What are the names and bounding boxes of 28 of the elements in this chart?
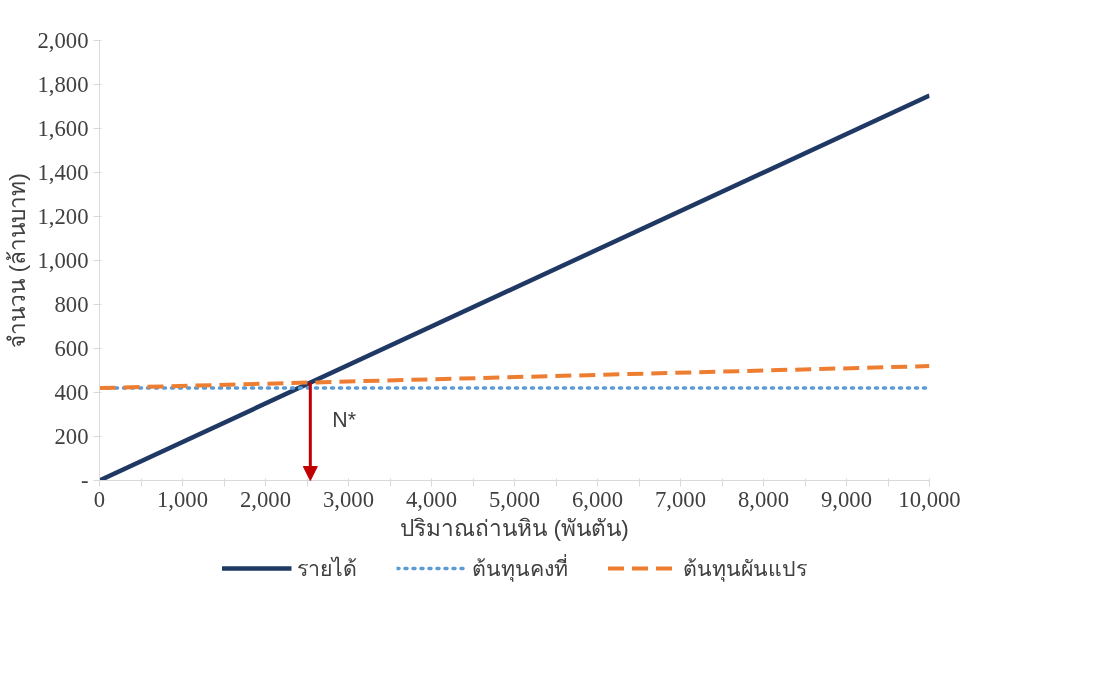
annotation: N* bbox=[332, 407, 357, 432]
y-tick-label: - bbox=[80, 468, 89, 493]
y-tick-label: 1,200 bbox=[37, 204, 89, 229]
x-tick-label: 8,000 bbox=[738, 486, 789, 512]
x-tick-label: 0 bbox=[93, 486, 106, 512]
x-tick-label: 3,000 bbox=[323, 486, 374, 512]
x-tick-label: 9,000 bbox=[821, 486, 872, 512]
x-tick-label: 7,000 bbox=[655, 486, 706, 512]
x-tick-label: 1,000 bbox=[157, 486, 208, 512]
x-tick-label: 5,000 bbox=[489, 486, 540, 512]
y-tick-label: 800 bbox=[54, 292, 89, 317]
y-tick-label: 1,600 bbox=[37, 116, 89, 141]
legend-label: รายได้ bbox=[296, 555, 357, 583]
x-tick-label: 10,000 bbox=[898, 486, 961, 512]
x-tick-label: 6,000 bbox=[572, 486, 623, 512]
y-tick-label: 2,000 bbox=[37, 28, 89, 53]
x-tick-label: 4,000 bbox=[406, 486, 457, 512]
y-tick-label: 400 bbox=[54, 380, 89, 405]
y-tick-label: 200 bbox=[54, 424, 89, 449]
y-tick-label: 1,400 bbox=[37, 160, 89, 185]
y-tick-label: 1,800 bbox=[37, 72, 89, 97]
x-axis-title: ปริมาณถ่านหิน (พันตัน) bbox=[400, 514, 629, 541]
legend-label: ต้นทุนคงที่ bbox=[471, 553, 568, 584]
x-tick-label: 2,000 bbox=[240, 486, 291, 512]
legend-label: ต้นทุนผันแปร bbox=[682, 556, 807, 584]
y-tick-label: 600 bbox=[54, 336, 89, 361]
y-tick-label: 1,000 bbox=[37, 248, 89, 273]
y-axis-title: จำนวน (ล้านบาท) bbox=[3, 173, 30, 348]
